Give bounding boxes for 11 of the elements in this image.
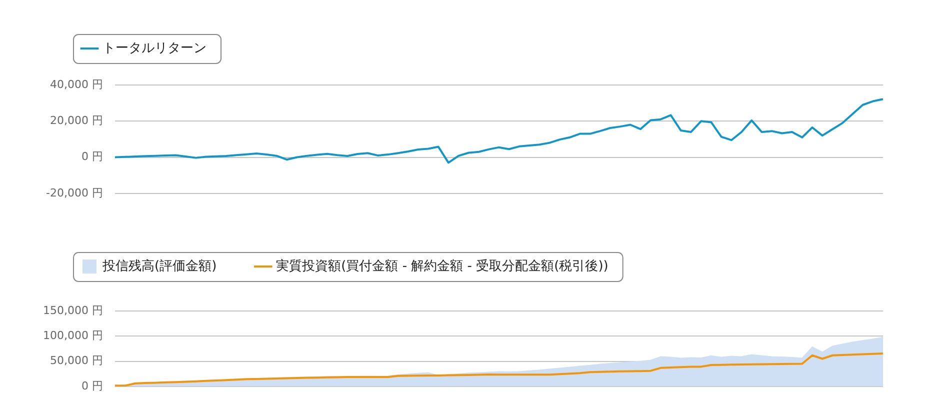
legend-label: 実質投資額(買付金額 - 解約金額 - 受取分配金額(税引後))	[276, 258, 608, 274]
y-tick-label: 50,000 円	[50, 354, 103, 368]
y-tick-label: 150,000 円	[43, 304, 103, 317]
y-tick-label: 0 円	[82, 379, 103, 392]
legend-label: トータルリターン	[102, 40, 206, 56]
y-tick-label: 20,000 円	[50, 114, 103, 127]
legend-label: 投信残高(評価金額)	[102, 258, 217, 274]
y-tick-label: 0 円	[82, 150, 103, 164]
y-tick-label: 40,000 円	[50, 78, 103, 91]
y-tick-label: -20,000 円	[46, 186, 103, 200]
y-tick-label: 100,000 円	[43, 328, 103, 342]
